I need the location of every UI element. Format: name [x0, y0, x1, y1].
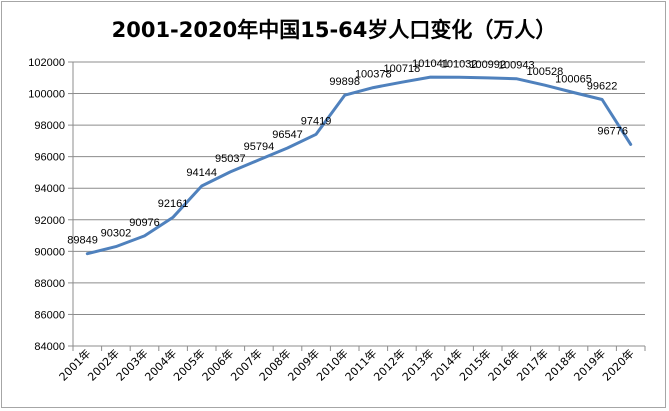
- data-label: 90302: [101, 228, 132, 240]
- data-label: 100528: [527, 66, 564, 78]
- data-label: 95794: [244, 141, 275, 153]
- x-tick-label: 2020年: [599, 346, 636, 383]
- y-tick-label: 94000: [34, 183, 65, 195]
- y-tick-label: 98000: [34, 120, 65, 132]
- gridlines: [73, 61, 645, 315]
- y-tick-label: 86000: [34, 309, 65, 321]
- data-label: 100943: [498, 60, 535, 72]
- chart-title: 2001-2020年中国15-64岁人口变化（万人）: [112, 18, 557, 42]
- data-label: 96776: [597, 125, 628, 137]
- data-label: 100378: [355, 69, 392, 81]
- data-label: 99622: [587, 81, 618, 93]
- y-axis-ticks: 84000 86000 88000 90000 92000 94000 96000 98000…: [28, 57, 65, 353]
- y-tick-label: 90000: [34, 246, 65, 258]
- axes: [68, 61, 646, 351]
- data-label: 97419: [301, 115, 332, 127]
- y-tick-label: 84000: [34, 341, 65, 353]
- data-label: 100718: [384, 63, 421, 75]
- y-tick-label: 102000: [28, 57, 65, 69]
- y-tick-label: 88000: [34, 278, 65, 290]
- series-line: [85, 75, 633, 256]
- data-label: 100992: [469, 59, 506, 71]
- series-layer: [85, 75, 633, 256]
- x-axis-ticks: 2001年2002年2003年2004年2005年2006年2007年2008年…: [56, 346, 637, 383]
- data-label: 101041: [412, 58, 449, 70]
- data-label: 101032: [441, 58, 478, 70]
- y-tick-label: 100000: [28, 89, 65, 101]
- y-tick-label: 96000: [34, 152, 65, 164]
- data-label: 89849: [67, 235, 98, 247]
- data-label: 94144: [186, 167, 217, 179]
- data-label: 99898: [329, 76, 360, 88]
- data-label: 90976: [129, 217, 160, 229]
- data-label: 95037: [215, 153, 246, 165]
- data-label: 92161: [158, 198, 189, 210]
- data-label: 96547: [272, 129, 303, 141]
- y-tick-label: 92000: [34, 215, 65, 227]
- data-label: 100065: [555, 74, 592, 86]
